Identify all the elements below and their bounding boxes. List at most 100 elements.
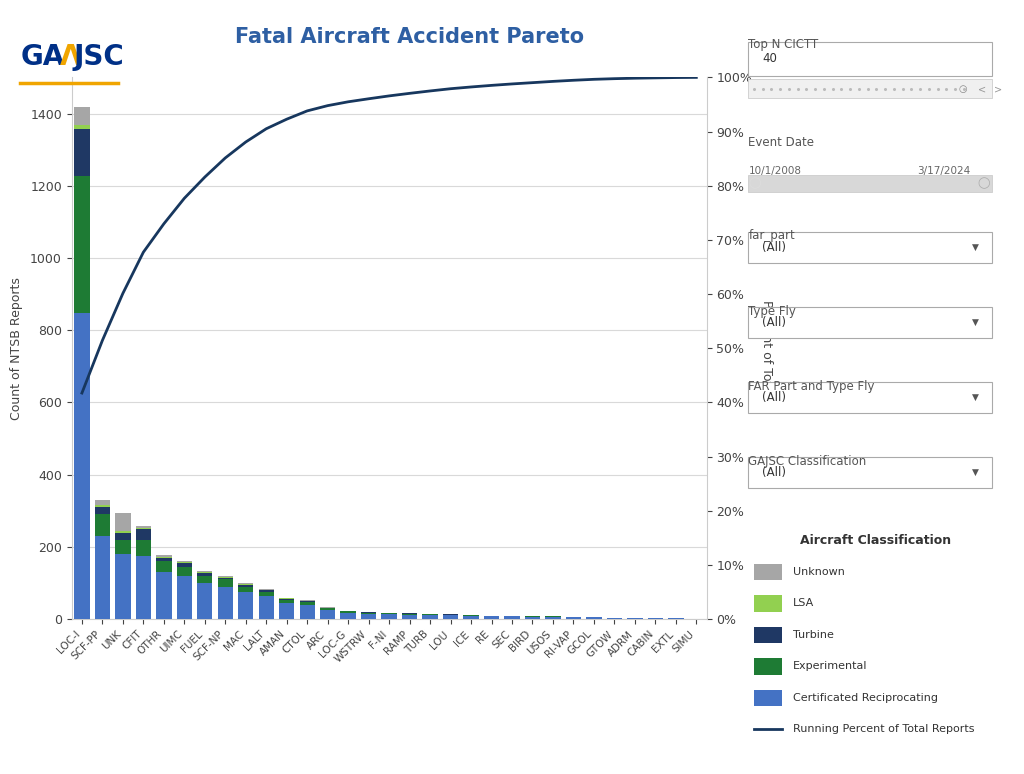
Bar: [94, 507, 111, 515]
Bar: [606, 618, 622, 619]
Bar: [565, 617, 581, 619]
Text: Event Date: Event Date: [749, 135, 814, 149]
Bar: [299, 604, 315, 619]
Text: Turbine: Turbine: [793, 630, 834, 640]
Bar: [442, 615, 458, 619]
Y-axis label: Count of NTSB Reports: Count of NTSB Reports: [10, 277, 24, 420]
Text: Unknown: Unknown: [793, 567, 845, 577]
Text: ▼: ▼: [973, 468, 979, 478]
Bar: [94, 505, 111, 507]
Bar: [258, 596, 274, 619]
Bar: [75, 125, 90, 128]
FancyBboxPatch shape: [749, 307, 991, 338]
Bar: [115, 533, 130, 539]
Text: FAR Part and Type Fly: FAR Part and Type Fly: [749, 379, 874, 392]
Text: GA: GA: [20, 43, 65, 70]
Bar: [258, 591, 274, 592]
Bar: [319, 610, 335, 619]
Text: ○: ○: [958, 84, 967, 94]
FancyBboxPatch shape: [749, 176, 991, 192]
Bar: [504, 616, 519, 619]
Text: ▼: ▼: [973, 318, 979, 327]
Text: ◯: ◯: [978, 178, 990, 190]
Bar: [217, 580, 232, 587]
Text: JSC: JSC: [74, 43, 125, 70]
Bar: [319, 608, 335, 610]
Bar: [156, 557, 171, 558]
Bar: [75, 313, 90, 619]
Text: >: >: [994, 84, 1002, 94]
Bar: [75, 107, 90, 125]
Bar: [115, 531, 130, 533]
Bar: [75, 128, 90, 176]
Bar: [135, 556, 152, 619]
Bar: [360, 613, 377, 614]
Text: far_part: far_part: [749, 229, 795, 242]
Bar: [483, 616, 500, 619]
Text: <: <: [978, 84, 986, 94]
Bar: [754, 690, 781, 706]
Text: Type Fly: Type Fly: [749, 304, 797, 317]
Bar: [197, 571, 213, 572]
Bar: [299, 601, 315, 602]
Bar: [115, 554, 130, 619]
Text: 10/1/2008: 10/1/2008: [749, 166, 802, 176]
Bar: [258, 592, 274, 596]
Bar: [340, 611, 356, 613]
Text: ▼: ▼: [973, 243, 979, 252]
Bar: [197, 583, 213, 619]
Bar: [135, 526, 152, 528]
Bar: [217, 576, 232, 577]
Bar: [754, 627, 781, 643]
Bar: [217, 577, 232, 580]
Y-axis label: Percent of Total: Percent of Total: [760, 300, 773, 396]
FancyBboxPatch shape: [749, 457, 991, 488]
Bar: [156, 558, 171, 561]
Text: Aircraft Classification: Aircraft Classification: [800, 533, 951, 546]
Bar: [238, 583, 253, 584]
Bar: [176, 561, 191, 563]
Bar: [545, 617, 561, 619]
Bar: [75, 176, 90, 313]
Bar: [94, 500, 111, 505]
Text: 40: 40: [762, 52, 777, 65]
Bar: [401, 615, 418, 619]
FancyBboxPatch shape: [749, 382, 991, 413]
Text: Certificated Reciprocating: Certificated Reciprocating: [793, 693, 938, 703]
Text: 3/17/2024: 3/17/2024: [918, 166, 971, 176]
Bar: [463, 615, 478, 619]
Bar: [381, 614, 397, 619]
Text: Experimental: Experimental: [793, 662, 867, 671]
Bar: [754, 563, 781, 580]
Bar: [94, 515, 111, 536]
Text: Top N CICTT: Top N CICTT: [749, 38, 818, 51]
Bar: [217, 587, 232, 619]
Bar: [360, 614, 377, 619]
Text: (All): (All): [762, 316, 786, 329]
Bar: [94, 536, 111, 619]
FancyBboxPatch shape: [749, 42, 991, 76]
Bar: [238, 592, 253, 619]
Bar: [279, 603, 295, 619]
Bar: [627, 618, 643, 619]
Bar: [299, 602, 315, 604]
Text: (All): (All): [762, 391, 786, 404]
Bar: [176, 563, 191, 567]
Text: Ʌ: Ʌ: [59, 43, 81, 70]
Text: Running Percent of Total Reports: Running Percent of Total Reports: [793, 724, 974, 735]
Bar: [156, 555, 171, 557]
Bar: [176, 576, 191, 619]
Text: (All): (All): [762, 241, 786, 254]
Bar: [279, 600, 295, 603]
Bar: [238, 587, 253, 592]
Bar: [115, 539, 130, 554]
FancyBboxPatch shape: [749, 79, 991, 98]
Bar: [754, 595, 781, 611]
Bar: [156, 572, 171, 619]
Bar: [381, 613, 397, 614]
FancyBboxPatch shape: [749, 231, 991, 263]
Bar: [197, 576, 213, 583]
Bar: [135, 539, 152, 556]
Text: ▼: ▼: [973, 393, 979, 402]
Text: ◯: ◯: [749, 178, 761, 190]
